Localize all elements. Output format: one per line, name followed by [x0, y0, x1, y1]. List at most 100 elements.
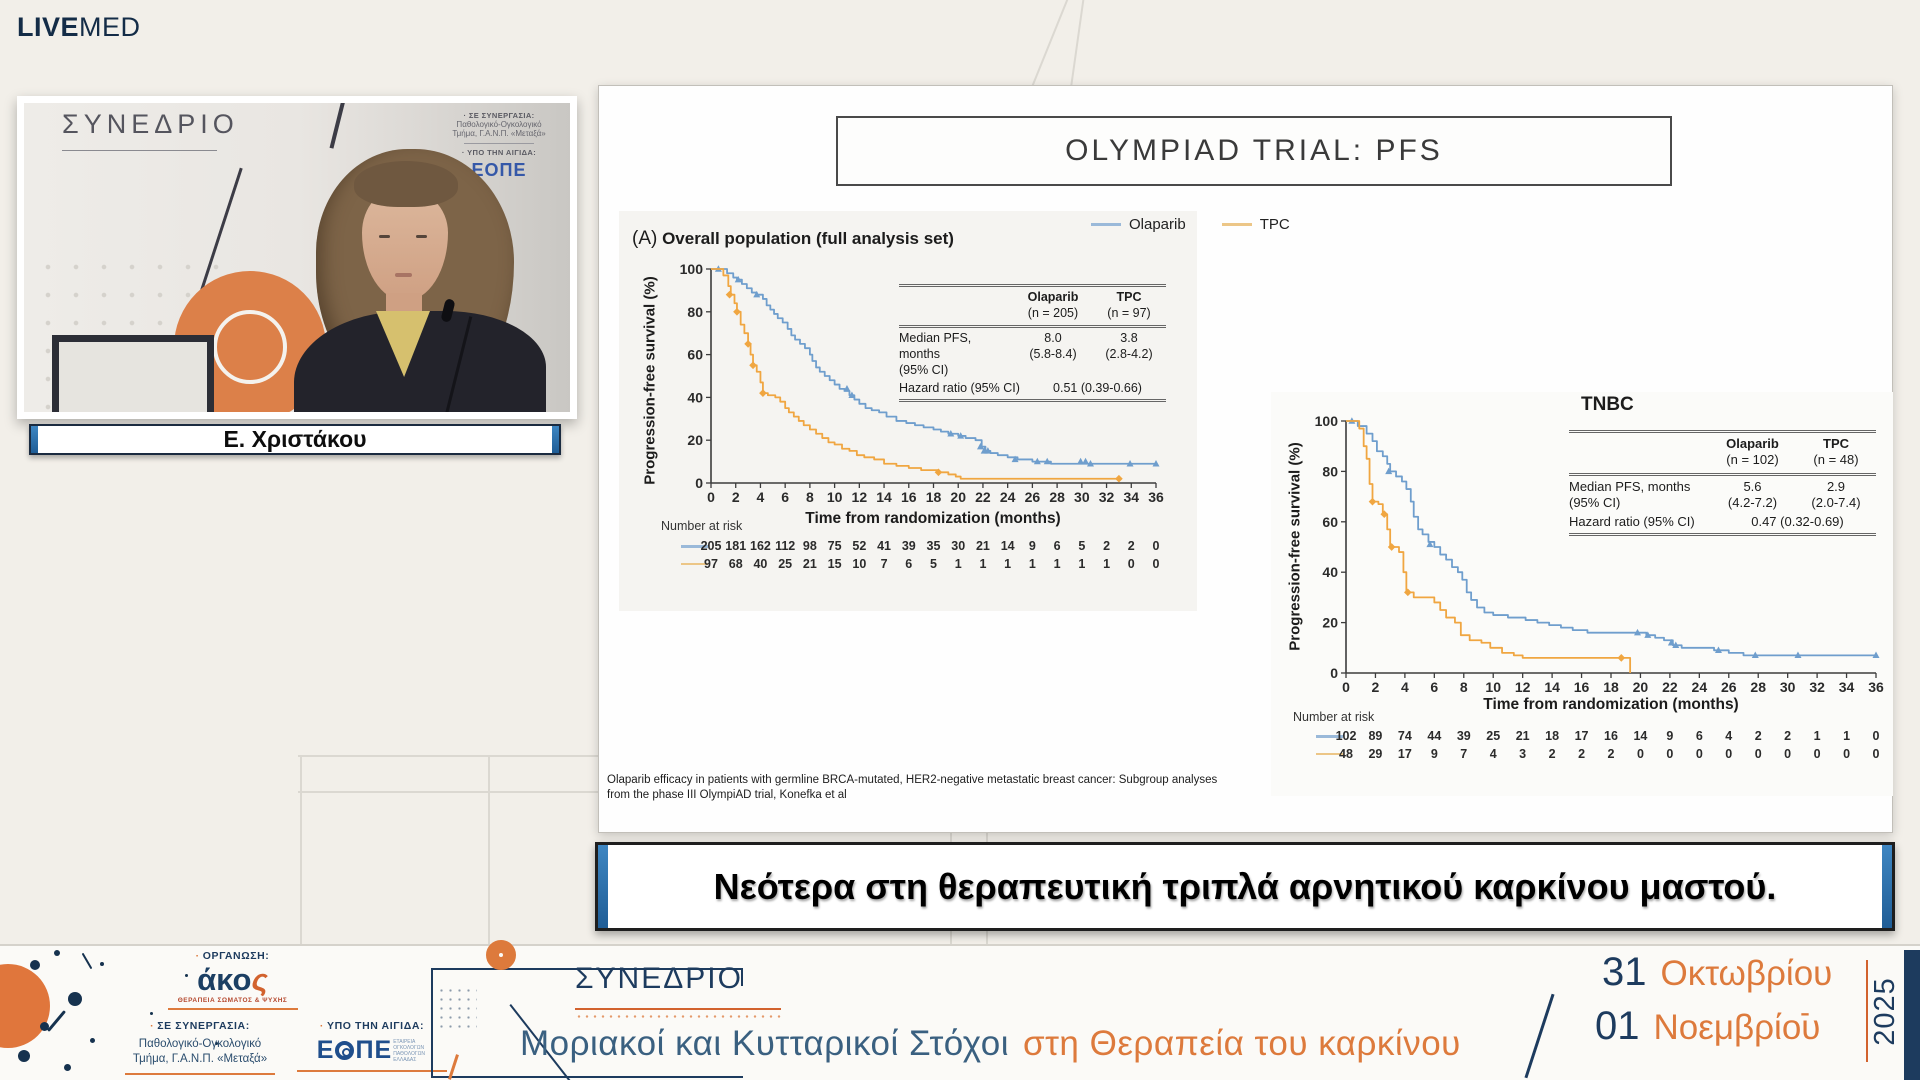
overall-number-at-risk-table: 205 181 162 112 98 75 52 41 39 35 30 21 14 9 6 5 2 2 0 97 68… — [665, 538, 1170, 573]
svg-text:30: 30 — [1780, 679, 1796, 695]
speaker-mouth — [395, 273, 412, 277]
risk-row-swatch — [681, 562, 708, 565]
decor-vline-4 — [488, 757, 490, 944]
svg-text:16: 16 — [901, 489, 917, 505]
svg-text:36: 36 — [1148, 489, 1164, 505]
svg-text:18: 18 — [1603, 679, 1619, 695]
risk-value: 2 — [1754, 729, 1762, 743]
lecture-title: Νεότερα στη θεραπευτική τριπλά αρνητικού… — [713, 865, 1777, 907]
slide-citation: Olaparib efficacy in patients with germl… — [607, 774, 1218, 801]
svg-text:60: 60 — [1322, 514, 1338, 530]
partner-line1: Παθολογικό-Ογκολογικό — [138, 1038, 262, 1050]
slide-title-box: OLYMPIAD TRIAL: PFS — [836, 116, 1672, 186]
presentation-slide: OLYMPIAD TRIAL: PFS Olaparib TPC (A) Ove… — [598, 85, 1893, 833]
dot-grid — [437, 986, 477, 1034]
risk-value: 98 — [802, 539, 817, 553]
risk-value: 14 — [1633, 729, 1648, 743]
svg-text:4: 4 — [757, 489, 765, 505]
risk-value: 2 — [1607, 746, 1615, 761]
bracket-bottom — [431, 1076, 743, 1078]
backdrop-congress-text: ΣΥΝΕΔΡΙΟ — [62, 109, 239, 139]
aegis-underline — [297, 1070, 447, 1072]
risk-value: 39 — [901, 539, 916, 553]
svg-text:20: 20 — [1322, 615, 1338, 631]
risk-value: 0 — [1784, 746, 1792, 761]
backdrop-partner-line1: Παθολογικό-Ογκολογικό — [456, 120, 542, 129]
legend-label-olaparib: Olaparib — [1129, 216, 1186, 233]
backdrop-partner-label: · ΣΕ ΣΥΝΕΡΓΑΣΙΑ: — [463, 111, 535, 120]
risk-value: 18 — [1545, 729, 1560, 743]
organization-label: · ΟΡΓΑΝΩΣΗ: — [195, 950, 270, 962]
risk-value: 29 — [1368, 746, 1383, 761]
overall-number-at-risk-label: Number at risk — [661, 519, 743, 533]
legend-label-tpc: TPC — [1259, 216, 1290, 233]
backdrop-partner-line2: Τμήμα, Γ.Α.Ν.Π. «Μεταξά» — [452, 129, 546, 138]
risk-value: 40 — [753, 556, 768, 571]
legend-item-olaparib: Olaparib — [1091, 216, 1186, 233]
conference-footer: · ΟΡΓΑΝΩΣΗ: άκος ΘΕΡΑΠΕΙΑ ΣΩΜΑΤΟΣ & ΨΥΧΗΣ… — [0, 940, 1920, 1080]
risk-value: 6 — [905, 556, 913, 571]
svg-text:26: 26 — [1025, 489, 1041, 505]
risk-value: 89 — [1368, 729, 1383, 743]
risk-value: 0 — [1127, 556, 1135, 571]
svg-text:10: 10 — [827, 489, 843, 505]
risk-value: 2 — [1578, 746, 1586, 761]
chart-tnbc-xlabel: Time from randomization (months) — [1483, 696, 1739, 713]
speaker-video-frame: ΣΥΝΕΔΡΙΟ · ΣΕ ΣΥΝΕΡΓΑΣΙΑ: Παθολογικό-Ογκ… — [17, 96, 577, 419]
risk-value: 21 — [802, 556, 817, 571]
svg-text:100: 100 — [680, 263, 704, 277]
risk-value: 10 — [852, 556, 867, 571]
risk-value: 5 — [930, 556, 937, 571]
splash-dot — [68, 992, 82, 1006]
tnbc-table-header: Olaparib (n = 102) TPC (n = 48) — [1569, 433, 1876, 476]
overall-table-row-pfs: Median PFS, months (95% CI) 8.0 (5.8-8.4… — [899, 331, 1153, 377]
chart-overall-ylabel: Progression-free survival (%) — [641, 276, 659, 485]
decor-vline-3 — [300, 757, 302, 944]
risk-value: 2 — [1784, 729, 1792, 743]
svg-text:40: 40 — [1322, 564, 1338, 580]
partner-label: · ΣΕ ΣΥΝΕΡΓΑΣΙΑ: — [150, 1020, 250, 1032]
svg-text:80: 80 — [687, 304, 703, 320]
eope-subtext: ΕΤΑΙΡΕΙΑ ΟΓΚΟΛΟΓΩΝ ΠΑΘΟΛΟΓΩΝ ΕΛΛΑΔΑΣ — [393, 1038, 425, 1063]
svg-text:22: 22 — [1662, 679, 1678, 695]
svg-text:10: 10 — [1485, 679, 1501, 695]
risk-value: 25 — [1486, 729, 1501, 743]
risk-value: 52 — [852, 539, 867, 553]
speaker-video[interactable]: ΣΥΝΕΔΡΙΟ · ΣΕ ΣΥΝΕΡΓΑΣΙΑ: Παθολογικό-Ογκ… — [24, 103, 570, 412]
risk-value: 35 — [926, 539, 941, 553]
svg-text:24: 24 — [1692, 679, 1708, 695]
svg-text:28: 28 — [1049, 489, 1065, 505]
chart-overall-title-prefix: (A) — [632, 228, 658, 249]
risk-value: 2 — [1127, 539, 1135, 553]
svg-text:6: 6 — [781, 489, 789, 505]
risk-value: 30 — [951, 539, 966, 553]
risk-row-swatch — [1316, 735, 1343, 738]
svg-text:36: 36 — [1868, 679, 1884, 695]
risk-value: 4 — [1725, 729, 1733, 743]
risk-value: 0 — [1152, 539, 1160, 553]
date-separator: - — [1800, 996, 1810, 1029]
name-plate-left-bar — [31, 426, 38, 453]
risk-value: 1 — [1813, 729, 1821, 743]
aegis-label: · ΥΠΟ ΤΗΝ ΑΙΓΙΔΑ: — [319, 1020, 425, 1032]
risk-value: 5 — [1078, 539, 1086, 553]
partner-block: · ΣΕ ΣΥΝΕΡΓΑΣΙΑ: Παθολογικό-Ογκολογικό Τμ… — [110, 1020, 290, 1075]
footer-edge-bar — [1904, 950, 1920, 1080]
splash-dot — [54, 950, 60, 956]
eope-swirl-icon — [335, 1041, 355, 1060]
risk-value: 15 — [827, 556, 842, 571]
risk-value: 0 — [1872, 729, 1880, 743]
svg-text:28: 28 — [1750, 679, 1766, 695]
speaker-name-plate: Ε. Χριστάκου — [29, 424, 561, 455]
partner-underline — [125, 1072, 275, 1075]
svg-text:20: 20 — [1633, 679, 1649, 695]
chart-overall-title: (A) Overall population (full analysis se… — [632, 228, 954, 250]
risk-value: 2 — [1548, 746, 1556, 761]
speaker-name: Ε. Χριστάκου — [223, 426, 367, 452]
risk-value: 181 — [725, 539, 747, 553]
tnbc-stats-table: Olaparib (n = 102) TPC (n = 48) Median P… — [1569, 430, 1876, 536]
risk-value: 21 — [1515, 729, 1530, 743]
risk-value: 97 — [704, 556, 718, 571]
splash-dot — [40, 1022, 49, 1031]
